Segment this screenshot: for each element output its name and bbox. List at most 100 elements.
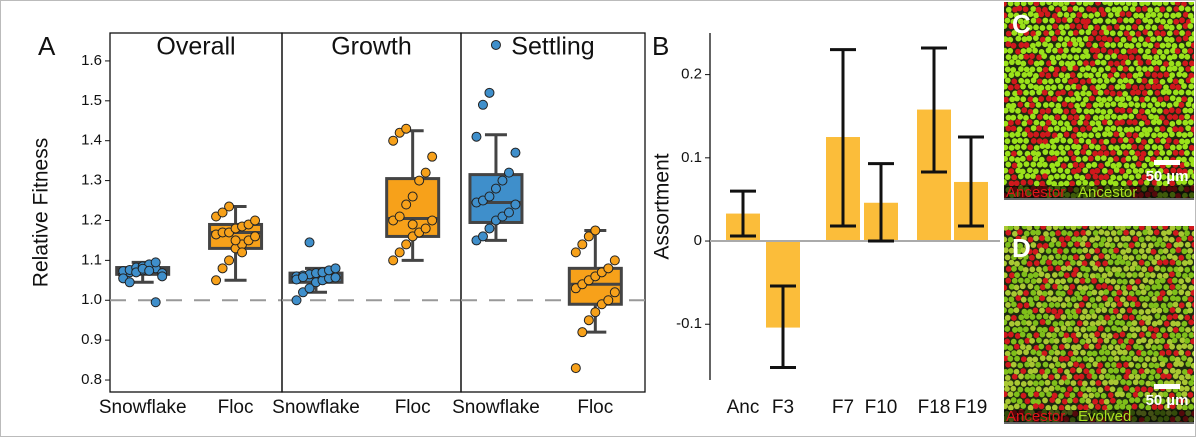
cell <box>1053 137 1060 143</box>
cell <box>1187 96 1194 103</box>
data-point <box>394 211 405 222</box>
cell <box>1017 386 1024 393</box>
cell <box>1107 367 1114 374</box>
cell <box>1131 37 1138 43</box>
cell <box>1063 272 1070 279</box>
cell <box>1135 6 1142 13</box>
cell <box>1027 236 1034 243</box>
cell <box>1039 235 1045 242</box>
cell <box>1017 243 1024 249</box>
cell <box>1184 173 1191 179</box>
cell <box>1042 102 1049 108</box>
cell <box>1064 368 1070 375</box>
data-point <box>570 363 581 374</box>
cell <box>1098 114 1105 121</box>
cell <box>1119 307 1126 314</box>
cell <box>1182 143 1189 150</box>
data-point <box>603 263 614 274</box>
data-point <box>211 275 222 286</box>
cell <box>1016 89 1023 96</box>
cell <box>1084 18 1091 25</box>
cell <box>1185 101 1192 108</box>
cell <box>1122 137 1129 143</box>
cell <box>1036 78 1043 85</box>
cell <box>1172 149 1179 156</box>
data-point <box>510 199 521 210</box>
cell <box>1159 78 1166 85</box>
cell <box>1066 301 1073 308</box>
cell <box>1082 167 1089 174</box>
cell <box>1013 391 1020 398</box>
cell <box>1038 343 1045 350</box>
cell <box>1120 143 1127 150</box>
cell <box>1130 89 1136 96</box>
cell <box>1148 78 1155 85</box>
cell <box>1058 344 1065 350</box>
cell <box>1187 296 1194 303</box>
cell <box>1148 302 1155 309</box>
cell <box>1119 272 1126 279</box>
cell <box>1162 248 1169 254</box>
cell <box>1147 7 1154 13</box>
cell <box>1184 113 1191 120</box>
cell <box>1102 295 1108 302</box>
cell <box>1095 120 1102 127</box>
data-point <box>497 175 508 186</box>
cell <box>1027 368 1034 375</box>
cell <box>1065 226 1071 230</box>
cell <box>1004 391 1008 398</box>
cell <box>1138 379 1145 386</box>
cell <box>1055 17 1062 24</box>
cell <box>1134 241 1141 248</box>
cell <box>1073 138 1080 145</box>
cell <box>1091 289 1098 296</box>
cell <box>1027 59 1034 65</box>
cell <box>1131 24 1138 30</box>
cell <box>1181 168 1188 175</box>
cell <box>1092 126 1098 133</box>
cell <box>1175 271 1182 278</box>
cell <box>1163 368 1169 375</box>
cell <box>1125 83 1132 89</box>
cell <box>1120 48 1127 55</box>
cell <box>1014 333 1021 339</box>
cell <box>1104 161 1111 167</box>
cell <box>1122 54 1129 61</box>
cell <box>1188 272 1194 279</box>
cell <box>1156 83 1162 90</box>
cell <box>1175 368 1182 375</box>
cell <box>1004 226 1009 231</box>
cell <box>1051 132 1058 139</box>
cell <box>1066 265 1073 272</box>
cell <box>1157 248 1164 255</box>
cell <box>1092 254 1099 261</box>
cell <box>1004 66 1011 73</box>
cell <box>1041 350 1048 357</box>
cell <box>1191 265 1194 272</box>
cell <box>1005 398 1011 405</box>
cell <box>1018 373 1024 380</box>
cell <box>1101 247 1108 254</box>
cell <box>1011 78 1018 85</box>
cell <box>1174 320 1181 327</box>
cell <box>1123 301 1130 308</box>
cell <box>1116 326 1122 333</box>
x-tick-label: F19 <box>955 397 988 418</box>
cell <box>1072 5 1079 12</box>
cell <box>1063 108 1070 115</box>
cell <box>1039 25 1046 31</box>
cell <box>1060 314 1067 320</box>
cell <box>1138 226 1145 231</box>
cell <box>1043 338 1050 345</box>
cell <box>1085 241 1091 248</box>
cell <box>1088 143 1095 150</box>
cell <box>1170 47 1176 54</box>
cell <box>1014 157 1021 163</box>
cell <box>1114 83 1121 90</box>
cell <box>1095 84 1102 91</box>
cell <box>1009 107 1015 113</box>
cell <box>1178 66 1185 73</box>
cell <box>1191 5 1194 12</box>
cell <box>1047 126 1054 133</box>
cell <box>1098 174 1105 181</box>
